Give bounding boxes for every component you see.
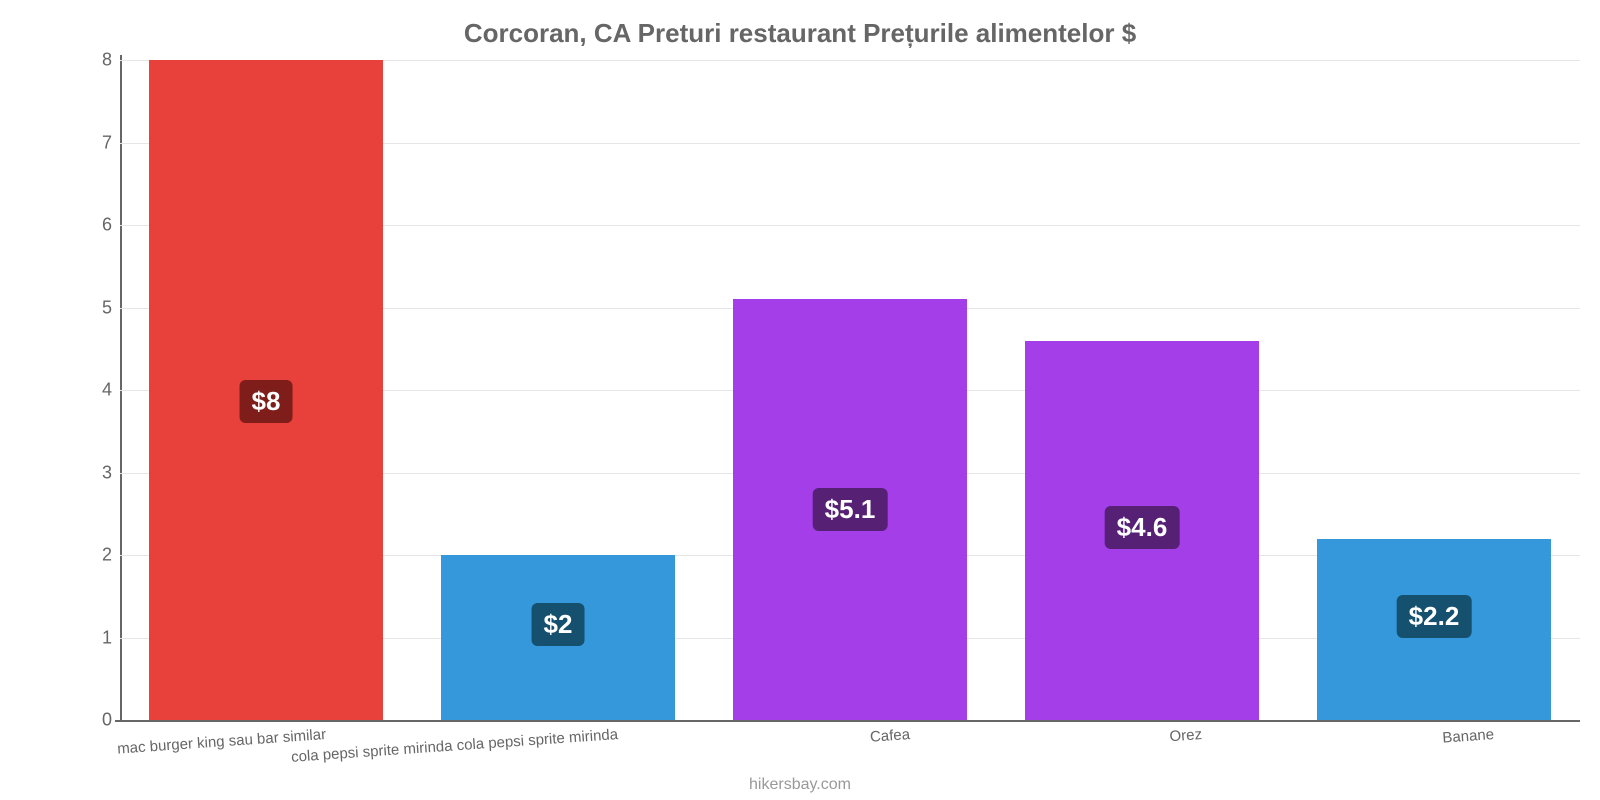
x-axis-labels: mac burger king sau bar similarcola peps… bbox=[120, 722, 1580, 772]
value-badge: $8 bbox=[240, 380, 293, 423]
bar: $2.2 bbox=[1317, 539, 1551, 721]
x-label: Orez bbox=[1169, 726, 1203, 745]
y-tick: 0 bbox=[102, 710, 112, 731]
x-label: Banane bbox=[1442, 726, 1495, 747]
y-tick: 4 bbox=[102, 380, 112, 401]
y-tick: 7 bbox=[102, 132, 112, 153]
value-badge: $5.1 bbox=[813, 488, 888, 531]
value-badge: $2.2 bbox=[1397, 595, 1472, 638]
value-badge: $4.6 bbox=[1105, 506, 1180, 549]
y-tick: 5 bbox=[102, 297, 112, 318]
plot-area: $8 $2 $5.1 $4.6 $2.2 bbox=[120, 60, 1580, 720]
bar: $2 bbox=[441, 555, 675, 720]
y-axis: 012345678 bbox=[80, 60, 120, 720]
y-tick: 2 bbox=[102, 545, 112, 566]
value-badge: $2 bbox=[532, 603, 585, 646]
chart-area: 012345678 $8$2$5.1$4.6$2.2 bbox=[80, 60, 1580, 720]
y-tick: 8 bbox=[102, 50, 112, 71]
chart-title: Corcoran, CA Preturi restaurant Prețuril… bbox=[0, 0, 1600, 49]
x-label: Cafea bbox=[869, 726, 910, 746]
y-tick: 6 bbox=[102, 215, 112, 236]
bar: $4.6 bbox=[1025, 341, 1259, 721]
x-label: cola pepsi sprite mirinda cola pepsi spr… bbox=[291, 726, 619, 766]
bar: $5.1 bbox=[733, 299, 967, 720]
chart-footer: hikersbay.com bbox=[0, 776, 1600, 794]
bar: $8 bbox=[149, 60, 383, 720]
y-tick: 1 bbox=[102, 627, 112, 648]
y-tick: 3 bbox=[102, 462, 112, 483]
y-axis-line bbox=[120, 55, 122, 720]
